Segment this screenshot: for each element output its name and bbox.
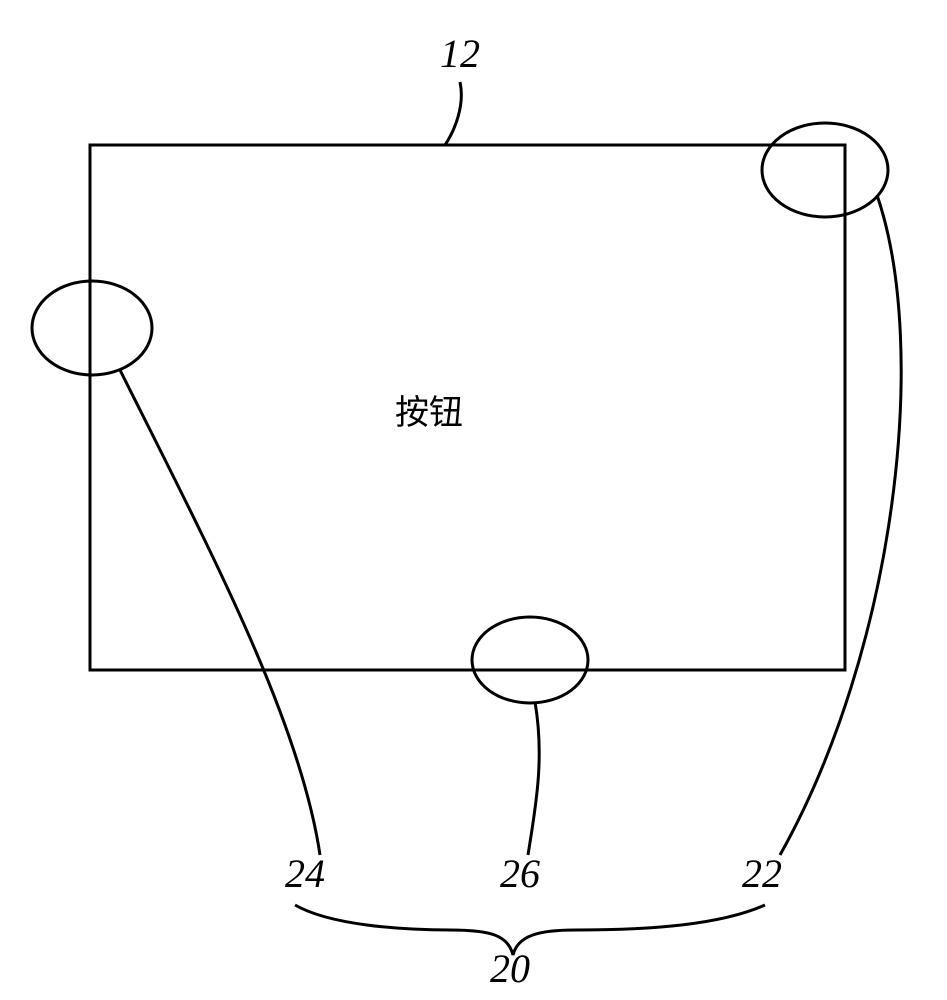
group-label-20: 20: [490, 945, 530, 992]
callout-label-26: 26: [500, 850, 540, 897]
diagram-canvas: [0, 0, 947, 1000]
callout-label-22: 22: [742, 850, 782, 897]
callout-label-12: 12: [440, 30, 480, 77]
button-text: 按钮: [395, 385, 463, 434]
callout-label-24: 24: [285, 850, 325, 897]
